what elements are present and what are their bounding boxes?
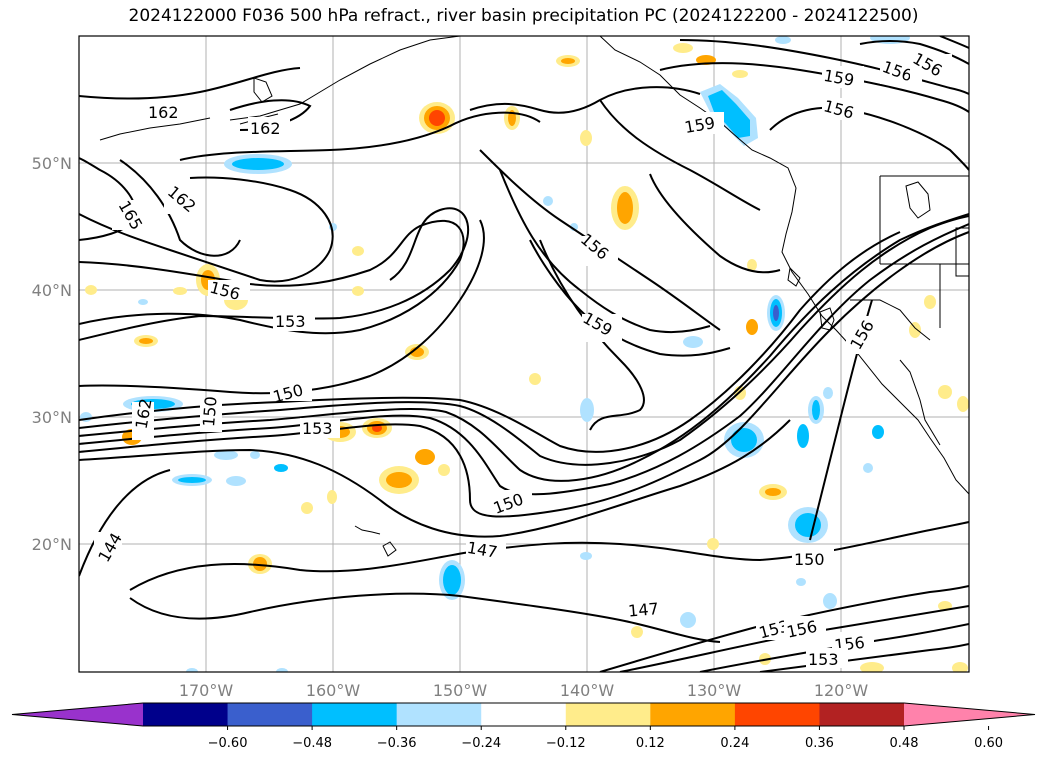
latitude-labels: 50°N 40°N 30°N 20°N xyxy=(32,154,72,554)
colorbar-tick-label: −0.24 xyxy=(461,736,501,751)
lon-label: 140°W xyxy=(560,681,615,700)
svg-text:153: 153 xyxy=(808,650,839,669)
colorbar-tick-label: 0.12 xyxy=(636,736,665,751)
coastlines xyxy=(99,36,969,557)
lat-label: 30°N xyxy=(32,408,72,427)
colorbar-tick-label: 0.48 xyxy=(890,736,919,751)
lon-label: 160°W xyxy=(306,681,361,700)
svg-text:150: 150 xyxy=(794,550,825,569)
precip-shading xyxy=(80,36,969,672)
lon-label: 170°W xyxy=(179,681,234,700)
colorbar-tick-label: −0.36 xyxy=(377,736,417,751)
colorbar-tick-label: 0.24 xyxy=(720,736,749,751)
contour-labels: 162 162 165 162 156 153 150 162 150 153 … xyxy=(94,49,952,669)
colorbar-tick-label: −0.12 xyxy=(546,736,586,751)
colorbar-swatch xyxy=(734,703,820,726)
svg-text:162: 162 xyxy=(250,119,281,138)
svg-text:147: 147 xyxy=(627,599,659,621)
longitude-labels: 170°W 160°W 150°W 140°W 130°W 120°W xyxy=(179,681,869,700)
colorbar-swatch xyxy=(481,703,567,726)
lon-label: 150°W xyxy=(433,681,488,700)
colorbar-extension-high xyxy=(904,703,1035,726)
map-title: 2024122000 F036 500 hPa refract., river … xyxy=(128,6,919,26)
lat-label: 20°N xyxy=(32,535,72,554)
lon-label: 130°W xyxy=(687,681,742,700)
svg-text:162: 162 xyxy=(148,103,179,122)
colorbar-swatch xyxy=(312,703,398,726)
lat-label: 50°N xyxy=(32,154,72,173)
colorbar-swatch xyxy=(650,703,736,726)
colorbar-swatch xyxy=(227,703,313,726)
colorbar-swatch xyxy=(396,703,482,726)
colorbar-tick-label: −0.60 xyxy=(208,736,248,751)
svg-text:153: 153 xyxy=(275,312,306,331)
map-frame xyxy=(78,35,970,673)
colorbar-tick-label: 0.60 xyxy=(974,736,1003,751)
lon-label: 120°W xyxy=(814,681,869,700)
svg-text:150: 150 xyxy=(199,396,221,428)
colorbar-swatch xyxy=(565,703,651,726)
lat-label: 40°N xyxy=(32,281,72,300)
colorbar-tick-label: −0.48 xyxy=(292,736,332,751)
colorbar-swatch xyxy=(143,703,229,726)
colorbar-tick-label: 0.36 xyxy=(805,736,834,751)
map-panel xyxy=(79,36,969,672)
svg-text:153: 153 xyxy=(302,419,333,438)
colorbar-swatch xyxy=(819,703,905,726)
colorbar-extension-low xyxy=(12,703,143,726)
colorbar: −0.60 −0.48 −0.36 −0.24 −0.12 0.12 0.24 0.36 0.4… xyxy=(11,702,1036,751)
